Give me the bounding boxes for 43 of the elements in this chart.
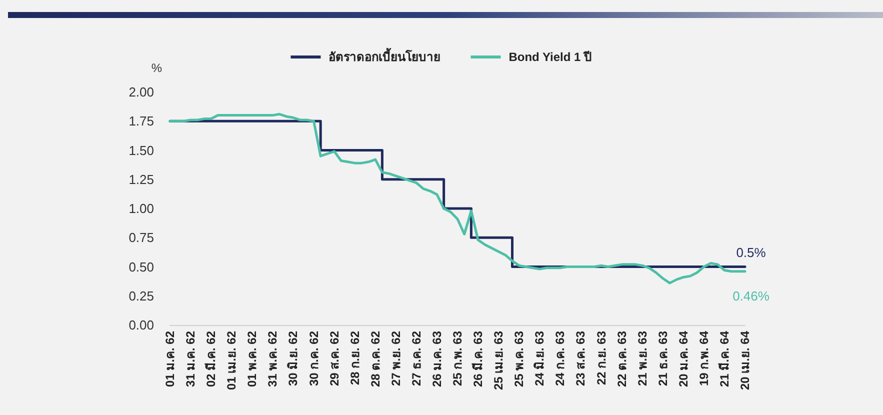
x-tick-label: 23 ส.ค. 63 — [574, 330, 588, 386]
y-tick-label: 1.25 — [128, 172, 154, 187]
x-tick-label: 25 เม.ย. 63 — [492, 330, 506, 390]
x-tick-label: 01 พ.ค. 62 — [245, 330, 260, 388]
x-tick-label: 25 พ.ค. 63 — [512, 330, 526, 388]
x-tick-label: 26 มี.ค. 63 — [471, 330, 486, 388]
y-tick-label: 0.25 — [128, 288, 154, 304]
x-tick-label: 20 ม.ค. 64 — [676, 330, 690, 388]
y-tick-label: 1.75 — [128, 114, 154, 129]
x-tick-label: 30 มิ.ย. 62 — [286, 330, 300, 386]
legend-label: Bond Yield 1 ปี — [508, 50, 592, 64]
legend-label: อัตราดอกเบี้ยนโยบาย — [328, 47, 441, 64]
x-tick-label: 24 ก.ค. 63 — [553, 330, 568, 386]
x-tick-label: 28 ต.ค. 62 — [368, 330, 382, 388]
x-tick-label: 21 ธ.ค. 63 — [656, 330, 670, 386]
x-tick-label: 20 เม.ย. 64 — [738, 330, 752, 390]
y-tick-label: 1.00 — [128, 201, 154, 216]
x-tick-label: 31 พ.ค. 62 — [266, 330, 280, 388]
y-tick-label: 2.00 — [128, 84, 154, 100]
x-tick-label: 30 ก.ค. 62 — [306, 330, 321, 386]
annotation: 0.5% — [736, 244, 766, 260]
y-tick-label: 0.00 — [128, 318, 154, 332]
x-tick-label: 21 พ.ย. 63 — [635, 330, 650, 386]
x-tick-label: 31 ม.ค. 62 — [184, 330, 198, 388]
x-tick-label: 01 เม.ย. 62 — [224, 330, 239, 390]
x-tick-label: 29 ส.ค. 62 — [327, 330, 342, 386]
x-tick-label: 19 ก.พ. 64 — [696, 330, 711, 386]
x-tick-label: 02 มี.ค. 62 — [204, 330, 218, 388]
x-tick-label: 25 ก.พ. 63 — [450, 330, 464, 386]
y-tick-label: 1.50 — [128, 142, 154, 158]
x-tick-label: 26 ม.ค. 63 — [430, 330, 444, 388]
annotation: 0.46% — [732, 288, 770, 304]
x-tick-label: 21 มี.ค. 64 — [717, 330, 732, 388]
y-tick-label: 0.75 — [128, 230, 154, 246]
x-tick-label: 27 พ.ย. 62 — [388, 330, 403, 386]
x-tick-label: 22 ก.ย. 63 — [594, 330, 608, 386]
x-tick-label: 24 มิ.ย. 63 — [532, 330, 547, 386]
y-axis-title: % — [151, 61, 162, 75]
x-tick-label: 28 ก.ย. 62 — [348, 330, 362, 386]
x-tick-label: 01 ม.ค. 62 — [163, 330, 177, 388]
x-tick-label: 22 ต.ค. 63 — [614, 330, 629, 388]
y-tick-label: 0.50 — [128, 259, 154, 274]
x-tick-label: 27 ธ.ค. 62 — [409, 330, 424, 386]
